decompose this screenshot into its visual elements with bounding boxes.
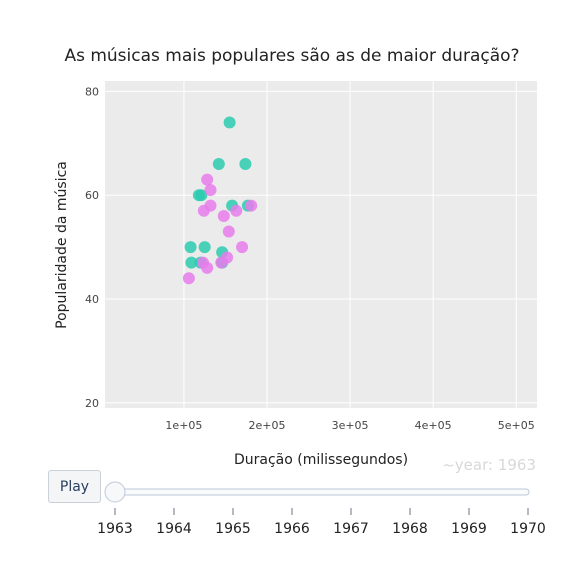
slider-ticks: 1963 1964 1965 1966 1967 1968 1969 1970 xyxy=(97,508,546,537)
data-point xyxy=(204,184,217,196)
slider-step-label[interactable]: 1963 xyxy=(97,521,133,537)
x-tick-label: 5e+05 xyxy=(498,419,535,432)
gridlines xyxy=(105,81,537,408)
slider-handle[interactable] xyxy=(104,481,126,503)
slider-step-label[interactable]: 1966 xyxy=(274,521,310,537)
data-point xyxy=(182,272,195,285)
slider-step-label[interactable]: 1970 xyxy=(510,521,546,537)
data-point xyxy=(222,225,235,238)
chart-title: As músicas mais populares são as de maio… xyxy=(64,46,519,66)
slider-step-label[interactable]: 1969 xyxy=(451,521,487,537)
plot-area xyxy=(105,81,537,408)
x-tick-label: 4e+05 xyxy=(415,419,452,432)
data-point xyxy=(195,189,208,202)
data-point xyxy=(212,158,225,171)
data-point xyxy=(230,204,243,217)
y-tick-label: 80 xyxy=(85,85,99,98)
y-tick-label: 60 xyxy=(85,189,99,202)
y-tick-label: 20 xyxy=(85,397,99,410)
slider-step-label[interactable]: 1968 xyxy=(392,521,428,537)
data-point xyxy=(197,204,210,217)
slider-current-value: ~year: 1963 xyxy=(442,456,536,474)
data-point xyxy=(184,241,197,254)
play-button[interactable]: Play xyxy=(48,470,101,503)
data-point xyxy=(185,256,198,269)
data-point xyxy=(223,116,236,129)
data-point xyxy=(215,256,228,269)
data-point xyxy=(236,241,249,254)
data-point xyxy=(201,173,214,186)
x-tick-label: 2e+05 xyxy=(249,419,286,432)
y-axis-title: Popularidade da música xyxy=(54,161,70,329)
data-point xyxy=(198,241,211,254)
data-point xyxy=(201,261,214,274)
x-axis-ticks: 1e+05 2e+05 3e+05 4e+05 5e+05 xyxy=(165,419,534,432)
slider-step-label[interactable]: 1965 xyxy=(215,521,251,537)
y-tick-label: 40 xyxy=(85,293,99,306)
x-axis-title: Duração (milissegundos) xyxy=(234,452,408,468)
slider-rail[interactable] xyxy=(111,488,530,496)
data-point xyxy=(245,199,258,212)
x-tick-label: 1e+05 xyxy=(165,419,202,432)
slider-step-label[interactable]: 1967 xyxy=(333,521,369,537)
data-point xyxy=(217,209,230,222)
y-axis-ticks: 20 40 60 80 xyxy=(85,85,99,409)
x-tick-label: 3e+05 xyxy=(332,419,369,432)
data-point xyxy=(239,158,252,171)
slider-step-label[interactable]: 1964 xyxy=(156,521,192,537)
data-points xyxy=(182,116,258,285)
